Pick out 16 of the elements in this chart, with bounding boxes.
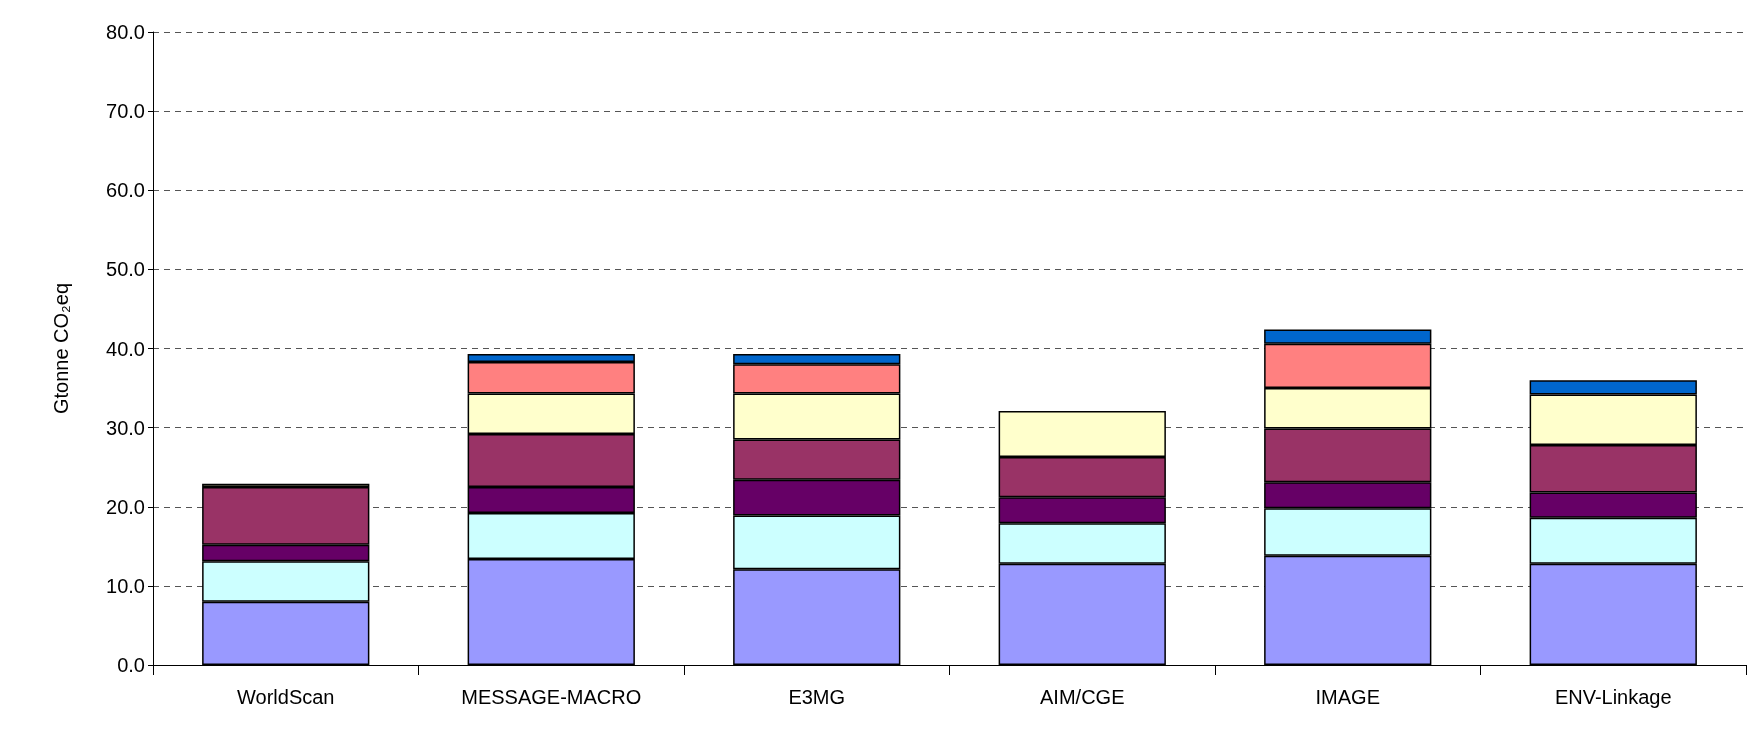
y-tick-label: 0.0 <box>117 654 145 676</box>
x-tick-label: ENV-Linkage <box>1554 686 1672 708</box>
y-tick-label: 30.0 <box>106 416 145 439</box>
y-axis-title: Gtonne CO₂eq <box>50 282 72 415</box>
x-tick-label: MESSAGE-MACRO <box>461 686 642 708</box>
y-tick-label: 40.0 <box>106 337 145 360</box>
x-tick-label: AIM/CGE <box>1040 686 1125 708</box>
x-tick-label: E3MG <box>788 686 846 708</box>
y-tick-label: 60.0 <box>106 179 145 202</box>
y-tick-label: 20.0 <box>106 495 145 518</box>
y-tick-label: 80.0 <box>106 21 145 43</box>
x-tick-label: WorldScan <box>237 686 335 708</box>
y-tick-label: 50.0 <box>106 258 145 281</box>
x-tick-label: IMAGE <box>1315 686 1380 708</box>
y-tick-label: 10.0 <box>106 574 145 597</box>
y-tick-label: 70.0 <box>106 100 145 123</box>
